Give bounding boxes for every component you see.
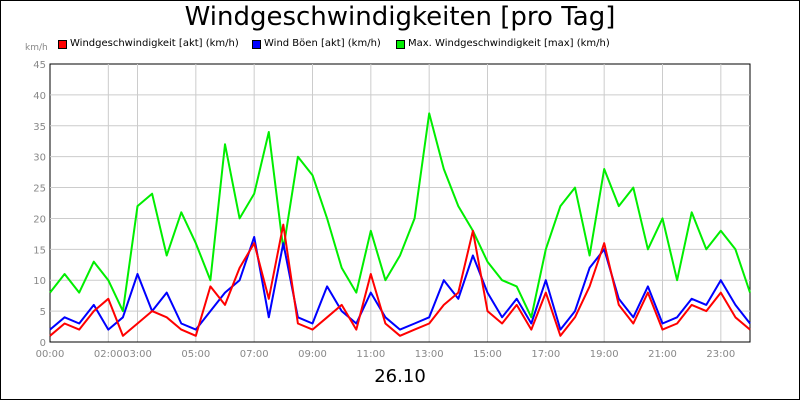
x-tick-label: 15:00 <box>473 349 502 360</box>
series-line-gusts <box>49 236 751 331</box>
legend-swatch-red <box>58 40 67 49</box>
legend-label: Windgeschwindigkeit [akt] (km/h) <box>70 38 239 49</box>
x-tick-label: 11:00 <box>356 349 385 360</box>
y-tick-label: 35 <box>33 122 46 133</box>
x-tick-label: 21:00 <box>648 349 677 360</box>
y-tick-label: 0 <box>40 338 46 349</box>
x-tick-label: 05:00 <box>181 349 210 360</box>
series-group <box>49 112 751 337</box>
y-tick-label: 20 <box>33 214 46 225</box>
x-tick-label: 00:00 <box>36 349 65 360</box>
y-tick-label: 5 <box>40 307 46 318</box>
y-tick-label: 15 <box>33 245 46 256</box>
legend-swatch-blue <box>252 40 261 49</box>
plot-area <box>49 63 751 343</box>
x-tick-label: 07:00 <box>240 349 269 360</box>
y-axis: 0 5 10 15 20 25 30 35 40 45 <box>33 60 46 349</box>
y-tick-label: 25 <box>33 184 46 195</box>
x-tick-label: 23:00 <box>706 349 735 360</box>
y-unit-label: km/h <box>25 43 48 53</box>
legend-swatch-green <box>396 40 405 49</box>
x-tick-label: 02:00 <box>94 349 123 360</box>
y-tick-label: 10 <box>33 276 46 287</box>
y-tick-label: 45 <box>33 60 46 71</box>
x-tick-label: 19:00 <box>590 349 619 360</box>
series-line-max-wind <box>49 112 751 319</box>
chart-title: Windgeschwindigkeiten [pro Tag] <box>184 2 616 32</box>
y-tick-label: 40 <box>33 91 46 102</box>
legend-label: Max. Windgeschwindigkeit [max] (km/h) <box>408 38 610 49</box>
y-tick-label: 30 <box>33 153 46 164</box>
legend-label: Wind Böen [akt] (km/h) <box>264 38 381 49</box>
series-line-wind-speed <box>49 223 751 337</box>
x-tick-label: 13:00 <box>415 349 444 360</box>
x-tick-label: 03:00 <box>123 349 152 360</box>
x-tick-label: 17:00 <box>531 349 560 360</box>
x-tick-label: 09:00 <box>298 349 327 360</box>
x-axis: 00:00 02:00 03:00 05:00 07:00 09:00 11:00 13:00… <box>36 341 750 360</box>
date-label: 26.10 <box>374 366 426 387</box>
